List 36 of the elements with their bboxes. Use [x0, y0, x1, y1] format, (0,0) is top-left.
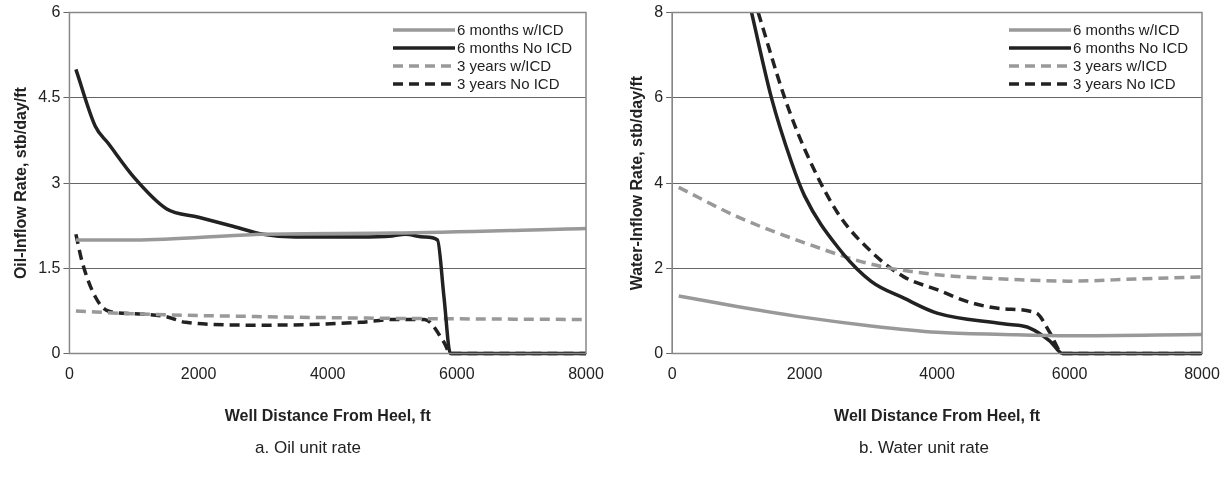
legend-label: 6 months No ICD [457, 38, 573, 57]
legend-label: 3 years w/ICD [1073, 56, 1168, 75]
legend-label: 6 months w/ICD [457, 20, 564, 39]
y-tick-label: 8 [654, 3, 664, 21]
y-tick-label: 6 [654, 88, 664, 106]
x-tick-label: 4000 [919, 364, 955, 382]
x-tick-label: 2000 [786, 364, 823, 382]
y-tick-label: 0 [51, 344, 61, 362]
x-tick-label: 8000 [568, 364, 604, 382]
legend-label: 6 months w/ICD [1073, 20, 1180, 39]
line-series [676, 294, 1204, 338]
legend-label: 3 years w/ICD [457, 56, 552, 75]
x-tick-label: 4000 [309, 364, 346, 382]
y-tick-label: 3 [51, 173, 61, 191]
x-axis-title: Well Distance From Heel, ft [834, 406, 1041, 424]
x-tick-label: 2000 [180, 364, 217, 382]
y-tick-label: 6 [51, 3, 61, 21]
x-tick-label: 0 [667, 364, 677, 382]
text: a. Oil unit rate [254, 438, 362, 458]
legend-label: 6 months No ICD [1073, 38, 1189, 57]
x-tick-label: 8000 [1184, 364, 1220, 382]
x-axis-title: Well Distance From Heel, ft [224, 406, 432, 424]
y-tick-label: 1.5 [38, 258, 61, 276]
y-tick-label: 4 [654, 173, 664, 191]
line-series [74, 226, 588, 242]
x-tick-label: 6000 [1051, 364, 1088, 382]
legend-label: 3 years No ICD [1073, 74, 1176, 93]
x-tick-label: 6000 [439, 364, 475, 382]
y-tick-label: 2 [654, 258, 664, 276]
text: b. Water unit rate [858, 438, 990, 458]
y-axis-title: Oil-Inflow Rate, stb/day/ft [12, 86, 30, 280]
legend-label: 3 years No ICD [457, 74, 560, 93]
y-tick-label: 4.5 [38, 88, 61, 106]
y-axis-title: Water-Inflow Rate, stb/day/ft [628, 75, 646, 291]
x-tick-label: 0 [64, 364, 74, 382]
y-tick-label: 0 [654, 344, 664, 362]
